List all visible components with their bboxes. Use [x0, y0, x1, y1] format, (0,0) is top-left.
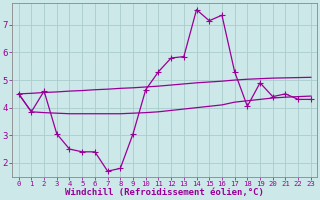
X-axis label: Windchill (Refroidissement éolien,°C): Windchill (Refroidissement éolien,°C) — [65, 188, 264, 197]
